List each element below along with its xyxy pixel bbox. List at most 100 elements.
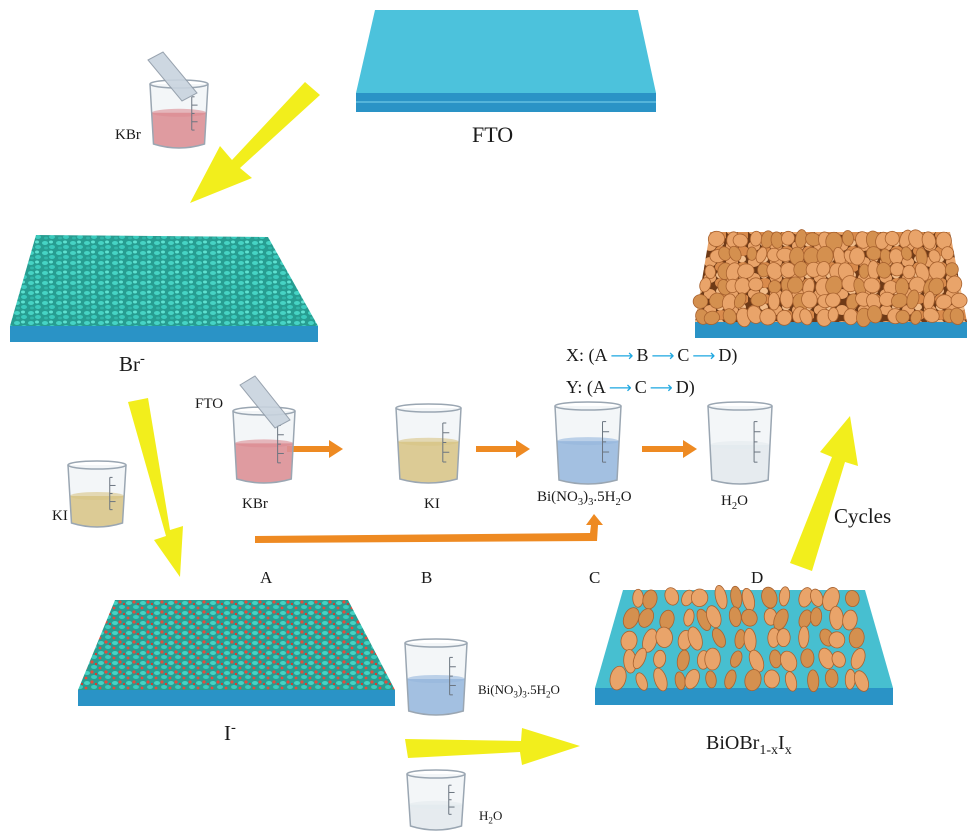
flake — [734, 277, 751, 295]
flake — [810, 588, 824, 607]
flake — [895, 309, 910, 324]
flake — [741, 608, 758, 627]
beaker-ki-mid — [395, 403, 462, 484]
step-d: D — [751, 568, 764, 587]
flake — [767, 292, 780, 311]
flake — [704, 264, 716, 279]
flake — [801, 290, 818, 309]
flake — [664, 587, 680, 606]
flake — [828, 631, 846, 649]
label-bino3-bottom: Bi(NO3)3.5H2O — [478, 682, 560, 700]
flake — [730, 650, 743, 668]
flake — [849, 247, 866, 266]
flake — [728, 606, 742, 628]
label-kbr-top: KBr — [115, 127, 141, 143]
flake — [915, 262, 930, 282]
flake — [724, 669, 737, 690]
flake — [706, 605, 722, 629]
beaker-bino3-bot — [404, 638, 468, 716]
flake — [798, 625, 810, 649]
flake — [684, 668, 700, 690]
sequence-y: Y: (A ⟶ C ⟶ D) — [566, 377, 695, 397]
flake — [900, 246, 913, 261]
label-ki-mid: KI — [424, 496, 440, 512]
flake — [733, 292, 747, 309]
arrow-ki-to-bino3 — [476, 440, 530, 458]
flake — [722, 308, 737, 325]
label-fto-mid: FTO — [195, 396, 224, 412]
fto-slide-top — [147, 51, 198, 102]
flake — [746, 246, 758, 261]
label-h2o-mid: H2O — [721, 493, 748, 512]
flake — [759, 308, 777, 326]
flake — [732, 233, 749, 248]
flake — [841, 230, 854, 247]
flake — [692, 294, 709, 309]
flake — [831, 651, 846, 668]
seq-arrow-icon: ⟶ — [692, 346, 716, 365]
flake — [687, 626, 703, 651]
dense-flakes — [692, 229, 968, 328]
flake — [889, 262, 905, 277]
flake — [704, 647, 721, 671]
arrow-br-to-i — [128, 398, 183, 577]
step-c: C — [589, 568, 601, 587]
flake — [712, 627, 726, 648]
arrow-kbr-to-ki — [287, 440, 343, 458]
flake — [707, 230, 726, 247]
product-film — [595, 585, 893, 705]
flake — [910, 309, 922, 325]
flake — [737, 263, 755, 279]
orange-arrows — [255, 440, 697, 543]
flake — [748, 649, 765, 673]
beaker-h2o-bot — [406, 769, 466, 831]
flake — [655, 626, 673, 648]
flake — [946, 275, 963, 294]
flake — [778, 586, 791, 607]
flake — [761, 586, 778, 609]
flake — [784, 671, 798, 692]
dense-flake-film — [692, 229, 968, 338]
label-bino3-mid: Bi(NO3)3.5H2O — [537, 489, 632, 508]
flake — [776, 309, 793, 326]
yellow-arrows — [128, 82, 858, 765]
flake — [635, 672, 648, 691]
flake — [807, 669, 820, 693]
sequence-x: X: (A ⟶ B ⟶ C ⟶ D) — [566, 345, 738, 365]
flake — [653, 667, 668, 692]
flake — [714, 585, 728, 610]
flake — [941, 246, 955, 261]
flake — [705, 670, 717, 689]
flake — [842, 609, 858, 631]
label-ki-left: KI — [52, 508, 68, 524]
flake — [776, 628, 791, 648]
flake — [683, 608, 695, 627]
flake — [949, 307, 965, 325]
i-film — [78, 600, 395, 706]
label-i-film: I- — [224, 720, 236, 745]
arrow-bino3-to-h2o — [642, 440, 697, 458]
beakers — [67, 79, 773, 831]
flake — [638, 608, 655, 628]
beaker-ki-left — [67, 460, 127, 528]
sparse-flakes — [609, 585, 870, 693]
fto-substrate — [356, 10, 656, 112]
flake — [845, 590, 860, 608]
flake — [863, 277, 881, 294]
flake — [781, 230, 795, 246]
label-br-film: Br- — [119, 351, 145, 376]
flake — [922, 307, 940, 323]
flake — [950, 292, 968, 309]
flake — [779, 289, 794, 309]
step-b: B — [421, 568, 433, 587]
flake — [799, 308, 813, 326]
seq-arrow-icon: ⟶ — [608, 378, 632, 397]
flake — [824, 668, 839, 688]
beaker-bino3-mid — [554, 401, 622, 485]
label-h2o-bottom: H2O — [479, 808, 503, 826]
label-fto: FTO — [472, 122, 514, 147]
flake — [750, 292, 768, 307]
arrow-fto-to-br — [190, 82, 320, 203]
flake — [906, 289, 920, 310]
flake — [810, 607, 823, 627]
